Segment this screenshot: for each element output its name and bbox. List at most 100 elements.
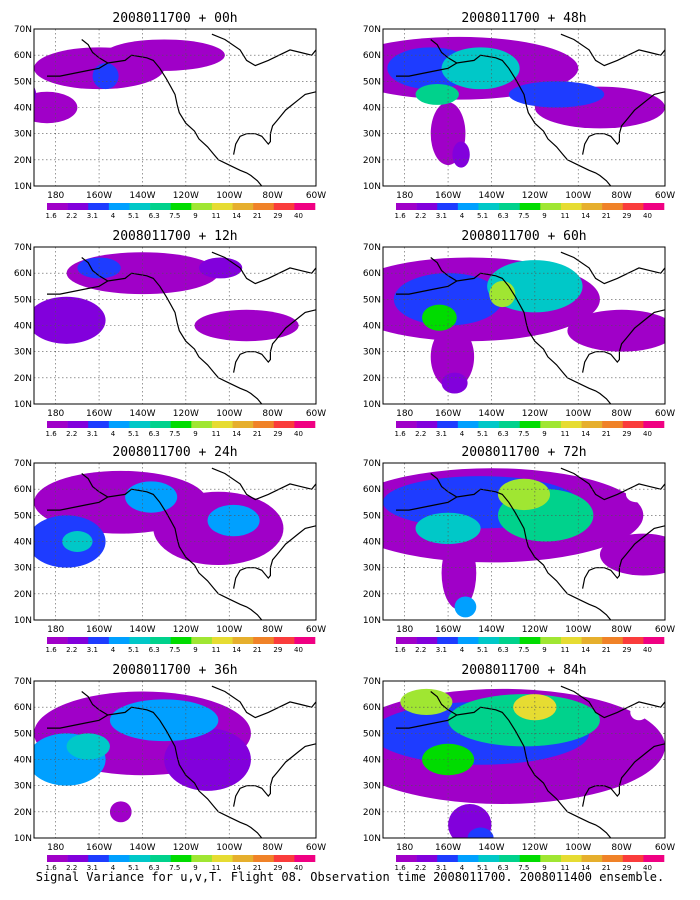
colorbar-swatch [622, 421, 644, 428]
y-tick-label: 30N [14, 782, 32, 792]
colorbar-swatch [540, 203, 562, 210]
colorbar: 1.6 2.2 3.1 4 5.1 6.3 7.5 9 11 14 21 29 40 [395, 203, 665, 220]
variance-contour [508, 81, 605, 108]
x-tick-label: 60W [655, 191, 675, 201]
variance-contour [448, 803, 492, 838]
y-tick-label: 70N [14, 459, 32, 469]
y-tick-label: 50N [14, 295, 32, 305]
map-panel: 2008011700 + 84h 180 160W 140W 120W 100W 80W 60… [363, 663, 675, 872]
colorbar-label: 7.5 [169, 646, 180, 654]
colorbar-label: 11 [561, 430, 570, 438]
gridlines [34, 463, 316, 620]
colorbar-label: 6.3 [498, 212, 509, 220]
colorbar-swatch [67, 421, 89, 428]
x-tick-label: 160W [86, 843, 112, 853]
variance-contour [452, 141, 470, 168]
x-tick-label: 100W [565, 625, 591, 635]
y-tick-label: 30N [14, 564, 32, 574]
gridlines [383, 681, 665, 838]
colorbar-label: 9 [542, 212, 546, 220]
x-tick-label: 80W [262, 409, 282, 419]
y-tick-label: 70N [14, 25, 32, 35]
y-tick-label: 50N [14, 511, 32, 521]
colorbar-swatch [88, 203, 110, 210]
variance-contour [62, 531, 93, 552]
colorbar-swatch [67, 855, 89, 862]
x-tick-label: 100W [565, 191, 591, 201]
y-tick-label: 70N [14, 677, 32, 687]
colorbar-label: 7.5 [518, 430, 529, 438]
variance-contour [34, 296, 106, 344]
colorbar-swatch [560, 421, 582, 428]
y-tick-label: 60N [363, 51, 381, 61]
colorbar-swatch [232, 421, 254, 428]
colorbar-swatch [273, 855, 295, 862]
colorbar-label: 40 [643, 646, 652, 654]
colorbar-swatch [253, 637, 275, 644]
map-frame [382, 462, 666, 621]
colorbar-label: 1.6 [46, 430, 58, 438]
colorbar-label: 40 [643, 212, 652, 220]
colorbar-label: 11 [561, 864, 570, 872]
colorbar-label: 14 [581, 430, 590, 438]
colorbar-swatch [499, 637, 520, 644]
panel-title: 2008011700 + 36h [112, 663, 237, 678]
colorbar-label: 9 [193, 430, 197, 438]
colorbar-swatch [519, 637, 541, 644]
x-tick-label: 140W [478, 625, 504, 635]
x-tick-label: 140W [129, 191, 155, 201]
colorbar-label: 21 [602, 864, 611, 872]
colorbar-swatch [437, 203, 459, 210]
variance-contour [198, 257, 243, 279]
y-tick-label: 10N [14, 834, 32, 844]
variance-contour [513, 694, 557, 721]
colorbar-label: 2.2 [66, 430, 77, 438]
colorbar-label: 21 [253, 430, 262, 438]
x-tick-label: 120W [173, 625, 199, 635]
x-tick-label: 160W [435, 625, 461, 635]
colorbar-swatch [622, 203, 644, 210]
colorbar-label: 1.6 [395, 430, 407, 438]
y-tick-label: 50N [363, 511, 381, 521]
colorbar-label: 14 [581, 864, 590, 872]
variance-contour [489, 281, 516, 308]
x-tick-label: 80W [611, 409, 631, 419]
colorbar-swatch [581, 421, 603, 428]
colorbar-label: 1.6 [46, 864, 58, 872]
variance-contour [599, 533, 665, 576]
colorbar-swatch [273, 421, 295, 428]
variance-contour [109, 801, 132, 823]
colorbar-label: 3.1 [436, 212, 447, 220]
x-tick-label: 100W [216, 625, 242, 635]
map-panel: 2008011700 + 00h 180 160W 140W 120W 100W 80W 60… [14, 11, 326, 220]
y-tick-label: 50N [363, 77, 381, 87]
y-tick-label: 30N [14, 348, 32, 358]
y-tick-label: 60N [14, 51, 32, 61]
colorbar-swatch [273, 203, 295, 210]
y-tick-label: 70N [14, 243, 32, 253]
figure-caption: Signal Variance for u,v,T. Flight 08. Ob… [35, 870, 665, 884]
colorbar-label: 9 [193, 646, 197, 654]
variance-contour [400, 688, 453, 716]
colorbar-label: 7.5 [169, 430, 180, 438]
x-tick-label: 160W [86, 409, 112, 419]
colorbar-swatch [478, 637, 500, 644]
y-tick-label: 40N [14, 756, 32, 766]
colorbar-swatch [416, 203, 438, 210]
y-tick-label: 40N [363, 104, 381, 114]
map-panel: 2008011700 + 24h 180 160W 140W 120W 100W 80W 60… [14, 445, 326, 654]
x-tick-label: 80W [262, 191, 282, 201]
y-tick-label: 30N [14, 130, 32, 140]
variance-contour [34, 91, 78, 124]
y-tick-label: 10N [14, 182, 32, 192]
variance-field [34, 470, 284, 568]
y-tick-label: 60N [14, 485, 32, 495]
map-frame [33, 28, 317, 187]
y-tick-label: 20N [14, 808, 32, 818]
colorbar-swatch [191, 855, 213, 862]
panel-title: 2008011700 + 84h [461, 663, 586, 678]
colorbar-label: 29 [622, 646, 631, 654]
x-tick-label: 60W [655, 843, 675, 853]
colorbar-label: 11 [212, 430, 221, 438]
x-tick-label: 60W [306, 191, 326, 201]
